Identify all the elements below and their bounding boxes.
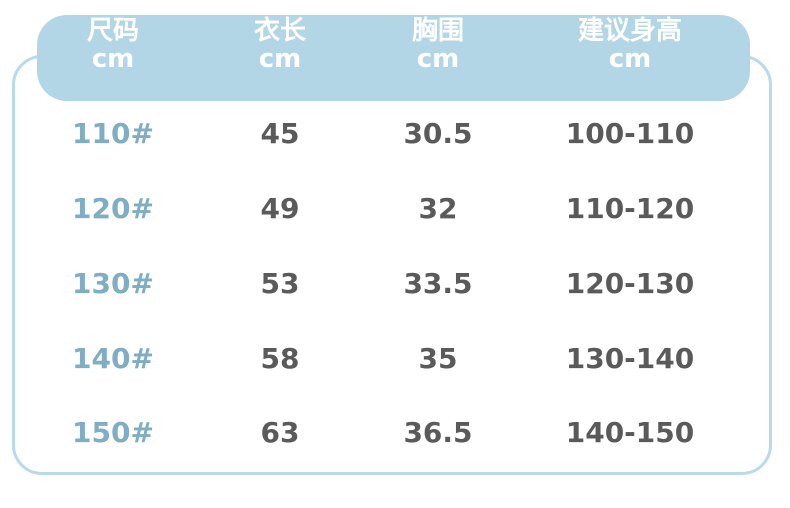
size-cell: 140#	[72, 342, 154, 375]
table-row: 130# 53 33.5 120-130	[0, 264, 790, 304]
size-cell: 130#	[72, 267, 154, 300]
column-header: 胸围 cm	[338, 17, 538, 73]
table-header	[37, 15, 750, 101]
chest-cell: 32	[418, 192, 458, 225]
header-unit: cm	[416, 44, 460, 74]
height-cell: 130-140	[565, 342, 695, 375]
column-header: 衣长 cm	[180, 17, 380, 73]
height-cell: 100-110	[565, 117, 695, 150]
header-name: 尺码	[86, 16, 139, 46]
table-row: 140# 58 35 130-140	[0, 339, 790, 379]
chest-cell: 33.5	[403, 267, 473, 300]
header-unit: cm	[608, 44, 652, 74]
height-cell: 140-150	[565, 416, 695, 449]
chest-cell: 35	[418, 342, 458, 375]
chest-cell: 30.5	[403, 117, 473, 150]
column-header: 建议身高 cm	[530, 17, 730, 73]
table-row: 120# 49 32 110-120	[0, 189, 790, 229]
height-cell: 120-130	[565, 267, 695, 300]
size-cell: 110#	[72, 117, 154, 150]
header-name: 胸围	[411, 16, 464, 46]
length-cell: 58	[260, 342, 300, 375]
chest-cell: 36.5	[403, 416, 473, 449]
header-name: 衣长	[253, 16, 306, 46]
table-row: 110# 45 30.5 100-110	[0, 114, 790, 154]
header-unit: cm	[91, 44, 135, 74]
table-row: 150# 63 36.5 140-150	[0, 413, 790, 453]
header-unit: cm	[258, 44, 302, 74]
height-cell: 110-120	[565, 192, 695, 225]
length-cell: 53	[260, 267, 300, 300]
length-cell: 49	[260, 192, 300, 225]
size-cell: 120#	[72, 192, 154, 225]
header-name: 建议身高	[577, 16, 682, 46]
length-cell: 45	[260, 117, 300, 150]
column-header: 尺码 cm	[13, 17, 213, 73]
size-cell: 150#	[72, 416, 154, 449]
length-cell: 63	[260, 416, 300, 449]
